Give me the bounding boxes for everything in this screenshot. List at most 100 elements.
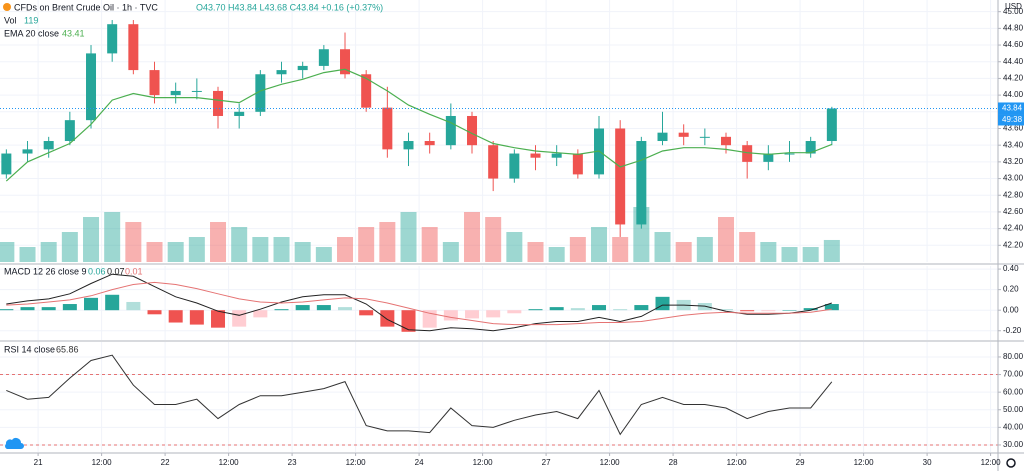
candle-body — [1, 153, 12, 175]
macd-histogram-bar — [465, 310, 480, 319]
macd-histogram-bar — [20, 307, 35, 311]
macd-histogram-bar — [126, 301, 141, 311]
countdown-box — [998, 114, 1024, 126]
y-tick-label: 40.00 — [1003, 422, 1024, 431]
volume-bar — [527, 242, 544, 262]
y-tick-label: 43.00 — [1003, 174, 1024, 183]
symbol-title: CFDs on Brent Crude Oil · 1h · TVC — [14, 2, 158, 12]
candle-body — [467, 115, 478, 146]
candle-body — [403, 141, 414, 150]
macd-histogram-bar — [528, 309, 543, 311]
rsi-legend: RSI 14 close — [4, 344, 55, 354]
y-tick-label: 44.20 — [1003, 74, 1024, 83]
macd-histogram-bar — [824, 304, 839, 311]
candle-body — [382, 107, 393, 150]
macd-line — [6, 273, 832, 332]
macd-histogram-bar — [0, 309, 14, 311]
x-tick-label: 12:00 — [981, 458, 1002, 467]
volume-bar — [61, 232, 78, 262]
x-tick-label: 12:00 — [854, 458, 875, 467]
volume-bar — [210, 222, 227, 262]
candle-body — [784, 153, 795, 155]
x-tick-label: 23 — [288, 458, 297, 467]
y-tick-label: 60.00 — [1003, 387, 1024, 396]
y-tick-label: 70.00 — [1003, 370, 1024, 379]
volume-bar — [40, 242, 57, 262]
y-tick-label: 44.40 — [1003, 57, 1024, 66]
macd-histogram-bar — [380, 310, 395, 327]
settings-icon[interactable] — [1006, 458, 1016, 468]
macd-histogram-bar — [105, 294, 120, 311]
volume-bar — [569, 237, 586, 262]
grid — [0, 0, 998, 452]
volume-bar — [337, 237, 354, 262]
macd-histogram-bar — [443, 310, 458, 321]
y-tick-label: 42.20 — [1003, 240, 1024, 249]
ema-legend: EMA 20 close — [4, 28, 59, 38]
volume-bar — [19, 247, 36, 262]
y-tick-label: 0.40 — [1003, 264, 1019, 273]
volume-bar — [802, 247, 819, 262]
macd-histogram-bar — [62, 304, 77, 311]
y-tick-label: 42.80 — [1003, 190, 1024, 199]
candle-body — [255, 74, 266, 112]
macd-histogram-bar — [359, 310, 374, 316]
candle-body — [530, 153, 541, 158]
x-tick-label: 28 — [669, 458, 678, 467]
candle-body — [107, 24, 118, 54]
macd-histogram-bar — [782, 310, 797, 311]
macd-histogram-bar — [338, 307, 353, 311]
candle-body — [234, 111, 245, 116]
candle-body — [361, 74, 372, 108]
signal-line — [6, 281, 832, 326]
volume-bar — [125, 222, 142, 262]
macd-histogram-bar — [719, 309, 734, 311]
x-tick-label: 24 — [415, 458, 424, 467]
y-tick-label: 30.00 — [1003, 440, 1024, 449]
candle-body — [276, 70, 287, 75]
volume-bar — [548, 247, 565, 262]
macd-legend-signal: 0.01 — [125, 266, 143, 276]
macd-legend-macd: 0.07 — [107, 266, 125, 276]
rsi-line — [6, 354, 833, 436]
x-tick-label: 22 — [161, 458, 170, 467]
y-tick-label: 43.40 — [1003, 140, 1024, 149]
logo-icon — [5, 438, 25, 449]
y-tick-label: 44.80 — [1003, 23, 1024, 32]
macd-histogram-bar — [549, 307, 564, 311]
volume-bar — [273, 237, 290, 262]
x-tick-label: 21 — [34, 458, 43, 467]
volume-bar — [739, 232, 756, 262]
candle-body — [318, 49, 329, 66]
candle-body — [636, 141, 647, 225]
macd-histogram-bar — [253, 310, 268, 318]
candle-body — [64, 120, 75, 142]
candle-body — [763, 153, 774, 162]
x-tick-label: 27 — [542, 458, 551, 467]
macd-histogram-bar — [401, 310, 416, 332]
volume-bar — [781, 247, 798, 262]
volume-bar — [675, 242, 692, 262]
candle-body — [615, 128, 626, 225]
y-tick-label: 80.00 — [1003, 352, 1024, 361]
volume-bar — [506, 232, 523, 262]
candle-body — [721, 136, 732, 146]
macd-histogram-bar — [422, 310, 437, 328]
candle-body — [551, 153, 562, 158]
last-price-box — [998, 102, 1024, 115]
volume-bar — [315, 247, 332, 262]
y-tick-label: 0.20 — [1003, 285, 1019, 294]
x-tick-label: 30 — [923, 458, 932, 467]
volume-bar — [485, 217, 502, 262]
candle-body — [213, 90, 224, 116]
x-tick-label: 12:00 — [473, 458, 494, 467]
y-tick-label: 43.60 — [1003, 124, 1024, 133]
macd-histogram-bar — [84, 297, 99, 311]
volume-bar — [400, 212, 417, 262]
macd-histogram-bar — [274, 309, 289, 311]
volume-bar — [696, 237, 713, 262]
rsi-legend-value: 65.86 — [56, 344, 79, 354]
volume-bar — [464, 212, 481, 262]
y-tick-label: 43.20 — [1003, 157, 1024, 166]
y-tick-label: 42.60 — [1003, 207, 1024, 216]
